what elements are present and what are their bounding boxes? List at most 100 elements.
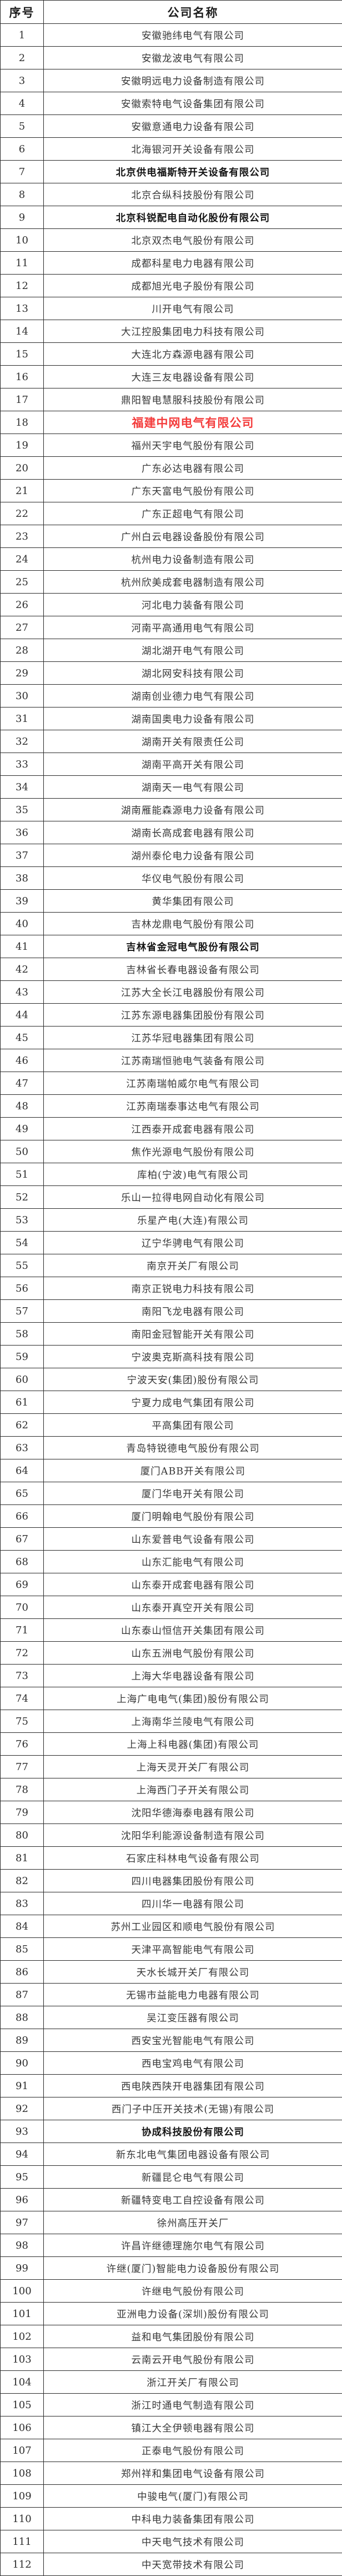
row-index-cell: 12 <box>1 275 44 297</box>
row-index-cell: 76 <box>1 1733 44 1756</box>
company-name-cell: 许继(厦门)智能电力设备股份有限公司 <box>44 2257 342 2280</box>
row-index-cell: 88 <box>1 2006 44 2029</box>
row-index-cell: 81 <box>1 1847 44 1870</box>
row-index-cell: 55 <box>1 1254 44 1277</box>
row-index-cell: 92 <box>1 2097 44 2120</box>
row-index-cell: 27 <box>1 616 44 639</box>
row-index-cell: 51 <box>1 1163 44 1186</box>
row-index-cell: 29 <box>1 662 44 685</box>
company-name-cell: 吉林省长春电器设备有限公司 <box>44 958 342 981</box>
row-index-cell: 57 <box>1 1300 44 1323</box>
row-index-cell: 105 <box>1 2394 44 2416</box>
company-name-cell: 山东爱普电气设备有限公司 <box>44 1528 342 1551</box>
row-index-cell: 106 <box>1 2416 44 2439</box>
company-name-cell: 安徽龙波电气有限公司 <box>44 47 342 69</box>
row-index-cell: 94 <box>1 2143 44 2166</box>
row-index-cell: 97 <box>1 2211 44 2234</box>
company-name-cell: 江苏南瑞帕威尔电气有限公司 <box>44 1072 342 1095</box>
row-index-cell: 74 <box>1 1687 44 1710</box>
row-index-cell: 28 <box>1 639 44 662</box>
row-index-cell: 3 <box>1 69 44 92</box>
row-index-cell: 54 <box>1 1232 44 1254</box>
company-name-cell: 华仪电气股份有限公司 <box>44 867 342 890</box>
company-name-cell: 成都科星电力电器有限公司 <box>44 252 342 275</box>
row-index-cell: 31 <box>1 707 44 730</box>
row-index-cell: 61 <box>1 1391 44 1414</box>
company-name-cell: 江苏东源电器集团股份有限公司 <box>44 1004 342 1027</box>
company-name-cell: 苏州工业园区和顺电气股份有限公司 <box>44 1915 342 1938</box>
row-index-cell: 60 <box>1 1368 44 1391</box>
company-name-cell: 江苏南瑞泰事达电气有限公司 <box>44 1095 342 1118</box>
row-index-cell: 56 <box>1 1277 44 1300</box>
row-index-cell: 39 <box>1 890 44 913</box>
company-name-cell: 许继电气股份有限公司 <box>44 2280 342 2303</box>
row-index-cell: 41 <box>1 935 44 958</box>
row-index-cell: 50 <box>1 1140 44 1163</box>
company-name-cell: 江西泰开成套电器有限公司 <box>44 1118 342 1140</box>
company-name-cell: 许昌许继德理施尔电气有限公司 <box>44 2234 342 2257</box>
row-index-cell: 103 <box>1 2348 44 2371</box>
company-name-cell: 大江控股集团电力科技有限公司 <box>44 320 342 343</box>
row-index-cell: 30 <box>1 685 44 707</box>
row-index-cell: 65 <box>1 1482 44 1505</box>
row-index-cell: 90 <box>1 2052 44 2075</box>
company-name-cell: 安徽意通电力设备有限公司 <box>44 115 342 138</box>
company-name-cell: 亚洲电力设备(深圳)股份有限公司 <box>44 2303 342 2325</box>
row-index-cell: 107 <box>1 2439 44 2462</box>
row-index-cell: 24 <box>1 548 44 571</box>
row-index-cell: 108 <box>1 2462 44 2485</box>
company-name-cell: 河南平高通用电气有限公司 <box>44 616 342 639</box>
company-name-cell: 福建中网电气有限公司 <box>44 411 342 434</box>
company-name-cell: 辽宁华骋电气有限公司 <box>44 1232 342 1254</box>
row-index-cell: 17 <box>1 388 44 411</box>
row-index-cell: 68 <box>1 1551 44 1573</box>
row-index-cell: 82 <box>1 1870 44 1892</box>
company-name-cell: 天水长城开关厂有限公司 <box>44 1961 342 1984</box>
row-index-cell: 63 <box>1 1437 44 1459</box>
row-index-cell: 6 <box>1 138 44 161</box>
row-index-cell: 69 <box>1 1573 44 1596</box>
row-index-cell: 70 <box>1 1596 44 1619</box>
row-index-cell: 58 <box>1 1323 44 1346</box>
row-index-cell: 96 <box>1 2189 44 2211</box>
company-name-cell: 江苏南瑞恒驰电气装备有限公司 <box>44 1049 342 1072</box>
row-index-cell: 19 <box>1 434 44 457</box>
company-name-cell: 湖南平高开关有限公司 <box>44 753 342 776</box>
row-index-cell: 44 <box>1 1004 44 1027</box>
